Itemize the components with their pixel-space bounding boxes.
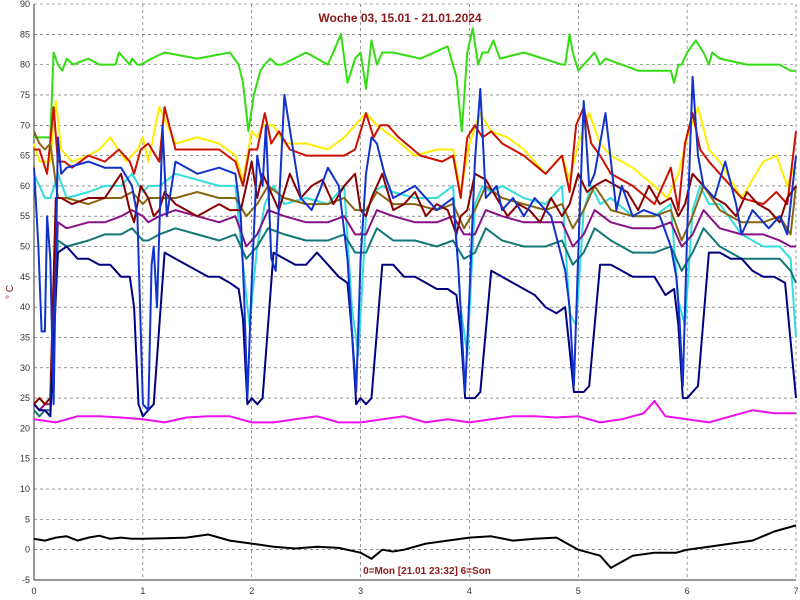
y-tick-label: 45 bbox=[20, 272, 30, 282]
series-line-7 bbox=[33, 160, 797, 406]
grid bbox=[34, 3, 797, 581]
y-tick-label: 10 bbox=[20, 484, 30, 494]
y-tick-label: 60 bbox=[20, 181, 30, 191]
series-line-8 bbox=[33, 227, 797, 418]
y-tick-label: 75 bbox=[20, 90, 30, 100]
y-tick-label: 5 bbox=[25, 514, 30, 524]
series-group bbox=[33, 27, 797, 569]
y-tick-label: 20 bbox=[20, 423, 30, 433]
y-tick-label: 85 bbox=[20, 29, 30, 39]
y-tick-label: 25 bbox=[20, 393, 30, 403]
y-tick-label: 65 bbox=[20, 151, 30, 161]
series-line-1 bbox=[34, 27, 796, 139]
x-tick-label: 5 bbox=[576, 586, 581, 596]
y-tick-label: 0 bbox=[25, 545, 30, 555]
y-tick-label: 40 bbox=[20, 302, 30, 312]
y-tick-label: 55 bbox=[20, 211, 30, 221]
y-tick-label: 15 bbox=[20, 454, 30, 464]
x-tick-label: 2 bbox=[249, 586, 254, 596]
y-tick-label: 35 bbox=[20, 332, 30, 342]
chart-footer: 0=Mon [21.01 23:32] 6=Son bbox=[363, 566, 491, 577]
x-tick-label: 4 bbox=[467, 586, 472, 596]
series-line-12 bbox=[33, 524, 797, 569]
x-tick-label: 7 bbox=[793, 586, 798, 596]
y-tick-label: -5 bbox=[22, 575, 30, 585]
series-line-5 bbox=[33, 130, 797, 242]
series-line-3 bbox=[34, 106, 797, 212]
series-line-11 bbox=[33, 400, 796, 424]
x-tick-label: 6 bbox=[685, 586, 690, 596]
x-tick-label: 3 bbox=[358, 586, 363, 596]
x-tick-label: 1 bbox=[140, 586, 145, 596]
x-tick-label: 0 bbox=[31, 586, 36, 596]
y-tick-label: 80 bbox=[20, 60, 30, 70]
y-axis-label: ° C bbox=[5, 285, 16, 299]
y-tick-label: 30 bbox=[20, 363, 30, 373]
series-line-2 bbox=[33, 100, 797, 199]
chart-title: Woche 03, 15.01 - 21.01.2024 bbox=[318, 11, 482, 25]
series-line-10 bbox=[33, 75, 797, 412]
y-tick-label: 90 bbox=[20, 0, 30, 9]
y-tick-label: 70 bbox=[20, 120, 30, 130]
y-tick-label: 50 bbox=[20, 242, 30, 252]
